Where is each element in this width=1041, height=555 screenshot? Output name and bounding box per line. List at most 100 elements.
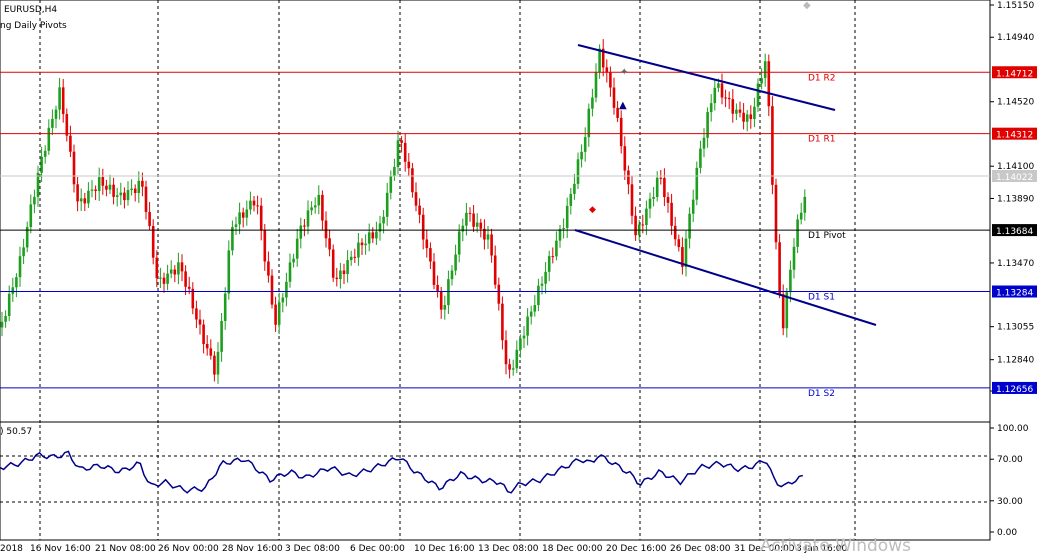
candle-body — [562, 227, 565, 230]
candle-body — [738, 109, 742, 113]
candle-body — [760, 78, 763, 84]
candle-body — [576, 159, 580, 184]
candle-body — [108, 184, 112, 190]
candle-body — [396, 140, 400, 167]
candle-body — [378, 223, 382, 232]
candle-body — [767, 61, 771, 107]
candle-body — [97, 177, 101, 191]
candle-body — [727, 97, 731, 100]
chevron-down-icon[interactable]: ◆ — [803, 0, 811, 11]
candle-body — [162, 277, 166, 284]
candle-body — [360, 242, 364, 246]
price-tick-label: 1.13055 — [997, 323, 1034, 333]
trade-arrow-icon: ▲ — [619, 100, 627, 111]
rsi-tick-label: 100.00 — [997, 424, 1029, 434]
time-label: 26 Dec 08:00 — [670, 544, 731, 554]
candle-body — [483, 228, 486, 240]
candle-body — [252, 200, 256, 206]
candle-body — [123, 192, 126, 201]
candle-body — [159, 277, 162, 279]
time-label: 2018 — [0, 544, 23, 554]
time-label: 28 Nov 16:00 — [222, 544, 283, 554]
candle-body — [558, 229, 562, 241]
candle-body — [461, 225, 465, 232]
candle-body — [47, 127, 51, 151]
pivot-price-tag — [992, 127, 1037, 140]
pivot-levels: D1 R2 D1 R1 D1 Pivot D1 S1 D1 S2 — [0, 71, 990, 399]
candle-body — [450, 270, 454, 280]
candle-body — [421, 214, 425, 240]
candle-body — [209, 348, 213, 356]
price-tick-label: 1.15150 — [997, 1, 1034, 11]
candle-body — [313, 205, 317, 208]
candle-body — [457, 231, 461, 255]
candle-body — [583, 137, 587, 152]
candle-body — [43, 150, 47, 157]
rsi-value-label: ) 50.57 — [0, 427, 32, 437]
candle-body — [241, 212, 245, 218]
pivot-price-tag — [992, 285, 1037, 298]
candle-body — [511, 368, 515, 370]
candle-body — [256, 205, 259, 207]
time-label: 6 Dec 00:00 — [350, 544, 405, 554]
pivot-price-label: 1.14312 — [996, 131, 1033, 141]
candle-body — [526, 316, 529, 336]
candle-body — [425, 239, 429, 249]
candle-body — [245, 209, 249, 218]
candle-body — [306, 210, 310, 227]
candle-body — [688, 213, 691, 239]
candle-body — [371, 232, 375, 239]
candle-body — [331, 249, 335, 278]
candle-body — [349, 256, 353, 261]
candle-body — [605, 67, 609, 73]
candle-body — [774, 184, 778, 243]
candle-body — [742, 112, 745, 122]
candle-body — [580, 151, 583, 160]
candle-body — [213, 355, 216, 375]
candle-body — [285, 281, 288, 298]
price-tick-label: 1.12840 — [997, 356, 1034, 366]
candle-body — [673, 225, 677, 240]
candle-body — [321, 194, 324, 221]
candle-body — [36, 172, 40, 197]
rsi-subwindow-frame — [0, 421, 991, 541]
candle-body — [803, 196, 807, 213]
candle-body — [40, 156, 43, 173]
candle-body — [385, 192, 389, 217]
candle-body — [281, 297, 285, 303]
candle-body — [335, 277, 339, 280]
candle-body — [537, 285, 540, 306]
candle-body — [382, 216, 385, 224]
candle-body — [763, 61, 767, 79]
candle-body — [681, 247, 684, 267]
candle-body — [407, 161, 411, 169]
candle-body — [490, 234, 493, 256]
candle-body — [94, 189, 97, 191]
candle-body — [151, 225, 155, 258]
candle-body — [745, 114, 749, 122]
time-label: 3 Jan 16:00 — [796, 544, 848, 554]
candle-body — [76, 184, 79, 202]
candle-body — [447, 279, 450, 306]
rsi-axis: 100.00 70.00 30.00 0.00 — [990, 424, 1029, 538]
candle-body — [15, 277, 18, 288]
activation-watermark: Activate Windows — [760, 536, 911, 555]
price-tick-label: 1.14100 — [997, 162, 1034, 172]
time-label: 16 Nov 16:00 — [30, 544, 91, 554]
upper-channel-trendline[interactable] — [577, 44, 836, 111]
candle-body — [645, 208, 648, 226]
candle-body — [429, 248, 432, 262]
candle-body — [191, 288, 195, 309]
price-axis: 1.15150 1.14940 1.14520 1.14100 1.13890 1.134… — [990, 1, 1037, 397]
time-label: 26 Nov 00:00 — [158, 544, 219, 554]
candle-body — [717, 83, 720, 88]
candle-body — [691, 199, 695, 214]
candle-body — [601, 48, 605, 68]
candle-body — [493, 255, 497, 285]
candle-body — [166, 273, 169, 284]
pivot-level-label: D1 Pivot — [808, 231, 846, 241]
lower-channel-trendline[interactable] — [574, 229, 877, 326]
symbol-title: EURUSD,H4 — [4, 5, 57, 15]
candle-body — [220, 320, 223, 352]
